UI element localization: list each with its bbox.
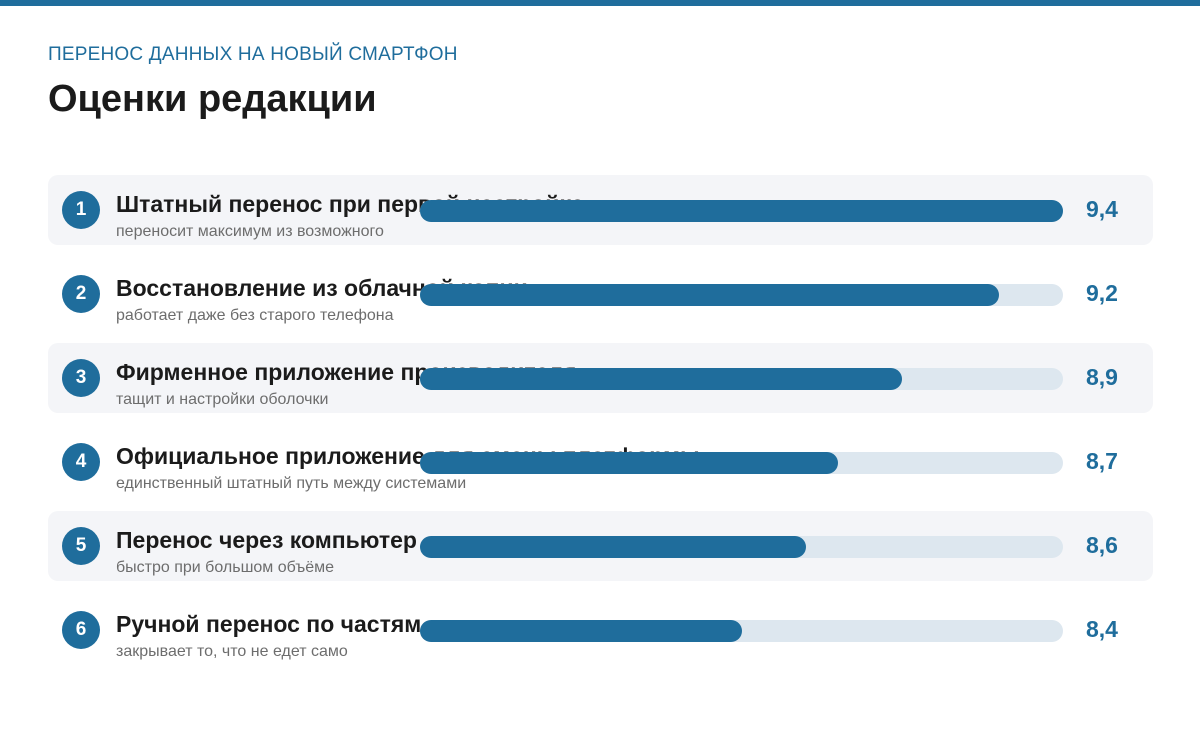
rank-badge: 5: [62, 527, 100, 565]
rating-row: 5 Перенос через компьютер быстро при бол…: [48, 511, 1153, 581]
score-bar: [420, 620, 742, 642]
rank-badge: 3: [62, 359, 100, 397]
page-kicker: ПЕРЕНОС ДАННЫХ НА НОВЫЙ СМАРТФОН: [48, 44, 458, 65]
method-name: Перенос через компьютер: [116, 527, 417, 553]
score-bar-track: [420, 200, 1063, 222]
score-label: 9,4: [1086, 196, 1118, 222]
rank-badge: 4: [62, 443, 100, 481]
score-bar-track: [420, 620, 1063, 642]
score-bar: [420, 284, 999, 306]
score-label: 8,6: [1086, 532, 1118, 558]
score-label: 8,7: [1086, 448, 1118, 474]
rank-badge: 2: [62, 275, 100, 313]
score-label: 8,9: [1086, 364, 1118, 390]
score-bar-track: [420, 368, 1063, 390]
score-bar: [420, 536, 806, 558]
score-bar-track: [420, 536, 1063, 558]
page-title: Оценки редакции: [48, 78, 377, 120]
method-description: быстро при большом объёме: [116, 559, 335, 576]
score-label: 8,4: [1086, 616, 1118, 642]
score-bar: [420, 200, 1063, 222]
method-description: закрывает то, что не едет само: [116, 643, 348, 660]
method-name: Ручной перенос по частям: [116, 611, 422, 637]
method-description: работает даже без старого телефона: [116, 307, 394, 324]
score-bar: [420, 368, 902, 390]
score-bar: [420, 452, 838, 474]
rank-badge: 6: [62, 611, 100, 649]
score-bar-track: [420, 452, 1063, 474]
rating-row: 2 Восстановление из облачной копии работ…: [48, 259, 1153, 329]
score-bar-track: [420, 284, 1063, 306]
score-label: 9,2: [1086, 280, 1118, 306]
rating-row: 6 Ручной перенос по частям закрывает то,…: [48, 595, 1153, 665]
rating-row: 3 Фирменное приложение производителя тащ…: [48, 343, 1153, 413]
method-description: тащит и настройки оболочки: [116, 391, 329, 408]
ratings-chart: 1 Штатный перенос при первой настройке п…: [48, 175, 1153, 679]
rank-badge: 1: [62, 191, 100, 229]
method-description: единственный штатный путь между системам…: [116, 475, 467, 492]
top-accent-bar: [0, 0, 1200, 6]
method-description: переносит максимум из возможного: [116, 223, 384, 240]
rating-row: 4 Официальное приложение для смены платф…: [48, 427, 1153, 497]
rating-row: 1 Штатный перенос при первой настройке п…: [48, 175, 1153, 245]
